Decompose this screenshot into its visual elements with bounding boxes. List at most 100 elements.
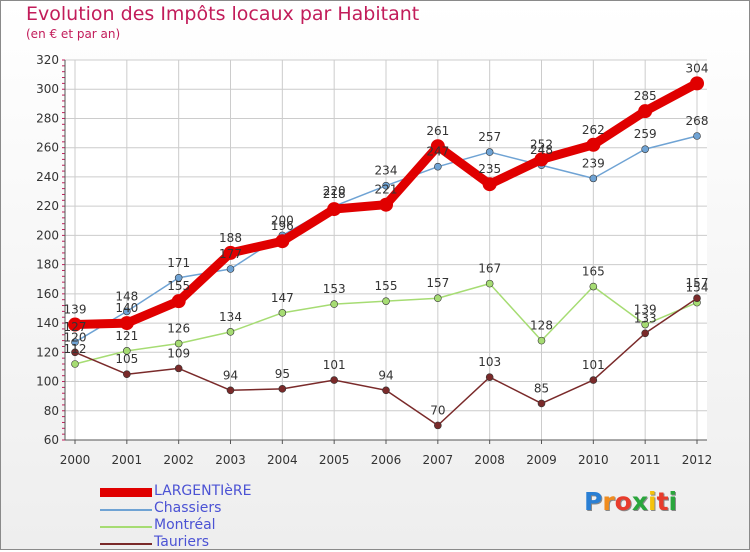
data-label-tauriers: 109 [167,346,190,360]
y-tick-label: 260 [36,141,59,155]
data-label-tauriers: 101 [323,358,346,372]
data-label-tauriers: 157 [686,276,709,290]
y-tick-label: 280 [36,111,59,125]
data-label-chassiers: 177 [219,247,242,261]
legend-item-tauriers: Tauriers [100,534,360,552]
data-point-largentiere [171,294,186,309]
data-label-tauriers: 133 [634,311,657,325]
data-label-tauriers: 120 [64,330,87,344]
data-point-montreal [278,309,287,317]
logo-letter: i [648,487,657,516]
data-label-largentiere: 261 [426,124,449,138]
x-tick-label: 2008 [474,453,505,467]
data-point-montreal [485,279,494,288]
data-point-largentiere [482,177,497,192]
data-label-tauriers: 105 [115,352,138,366]
data-point-chassiers [589,174,598,183]
data-label-chassiers: 234 [375,164,398,178]
legend-label-largentiere: LARGENTIèRE [154,483,252,499]
x-tick-label: 2005 [319,453,350,467]
legend-swatch-montreal [100,526,152,528]
data-label-tauriers: 85 [534,381,549,395]
data-point-largentiere [119,316,134,331]
x-tick-label: 2001 [112,453,143,467]
data-point-largentiere [68,317,82,332]
data-point-tauriers [330,376,338,384]
data-label-largentiere: 285 [634,89,657,103]
data-point-tauriers [382,386,390,395]
data-label-montreal: 128 [530,319,553,333]
data-label-chassiers: 257 [478,130,501,144]
data-label-montreal: 153 [323,282,346,296]
data-label-largentiere: 139 [64,303,87,317]
data-label-chassiers: 127 [64,320,87,334]
x-tick-label: 2011 [630,453,661,467]
data-point-largentiere [586,137,601,152]
data-point-chassiers [485,148,494,156]
data-point-largentiere [534,152,549,167]
y-tick-label: 320 [36,53,59,67]
legend-swatch-largentiere [100,488,152,497]
data-label-chassiers: 220 [323,184,346,198]
legend-swatch-chassiers [100,509,152,511]
data-label-largentiere: 262 [582,123,605,137]
y-tick-label: 120 [36,345,59,359]
data-label-largentiere: 221 [375,183,398,197]
x-tick-label: 2007 [423,453,454,467]
logo-letter: t [656,487,669,516]
chart-title: Evolution des Impôts locaux par Habitant [26,3,420,25]
proxiti-logo: Proxiti [584,487,677,516]
data-point-largentiere [430,139,445,154]
data-label-chassiers: 259 [634,127,657,141]
data-point-montreal [226,328,235,336]
data-point-chassiers [174,273,183,282]
data-label-tauriers: 95 [275,367,290,381]
data-point-tauriers [71,348,79,357]
data-point-chassiers [434,162,442,171]
x-tick-label: 2009 [526,453,557,467]
data-point-largentiere [275,234,290,249]
data-point-tauriers [537,399,546,408]
data-point-largentiere [223,245,238,260]
data-label-largentiere: 235 [478,162,501,176]
data-point-chassiers [71,338,79,346]
legend-swatch-tauriers [100,543,152,545]
data-point-largentiere [327,202,342,217]
chart-subtitle: (en € et par an) [26,27,121,41]
y-tick-label: 100 [36,375,59,389]
data-label-largentiere: 304 [686,61,709,75]
y-tick-label: 160 [36,287,59,301]
data-label-montreal: 157 [426,276,449,290]
data-label-montreal: 154 [686,281,709,295]
data-point-largentiere [379,197,393,212]
y-tick-label: 200 [36,228,59,242]
data-label-largentiere: 196 [271,219,294,233]
data-point-tauriers [589,376,598,384]
data-label-chassiers: 171 [167,256,190,270]
legend-item-chassiers: Chassiers [100,500,360,518]
data-label-tauriers: 103 [478,355,501,369]
data-point-chassiers [123,307,131,316]
data-point-montreal [641,320,649,329]
data-label-tauriers: 94 [223,368,238,382]
data-label-tauriers: 101 [582,358,605,372]
data-label-chassiers: 200 [271,213,294,227]
legend-label-chassiers: Chassiers [154,500,222,516]
data-label-montreal: 167 [478,262,501,276]
y-tick-label: 220 [36,199,59,213]
data-point-montreal [71,360,79,368]
data-point-chassiers [693,132,701,140]
data-point-montreal [589,282,598,291]
data-point-chassiers [382,181,390,190]
data-label-montreal: 147 [271,291,294,305]
data-label-chassiers: 239 [582,156,605,170]
y-tick-label: 240 [36,170,59,184]
x-tick-label: 2010 [578,453,609,467]
y-tick-label: 140 [36,316,59,330]
data-label-tauriers: 70 [430,403,445,417]
data-point-montreal [123,347,131,355]
data-label-tauriers: 94 [378,368,393,382]
data-label-chassiers: 248 [530,143,553,157]
data-label-montreal: 112 [64,342,87,356]
